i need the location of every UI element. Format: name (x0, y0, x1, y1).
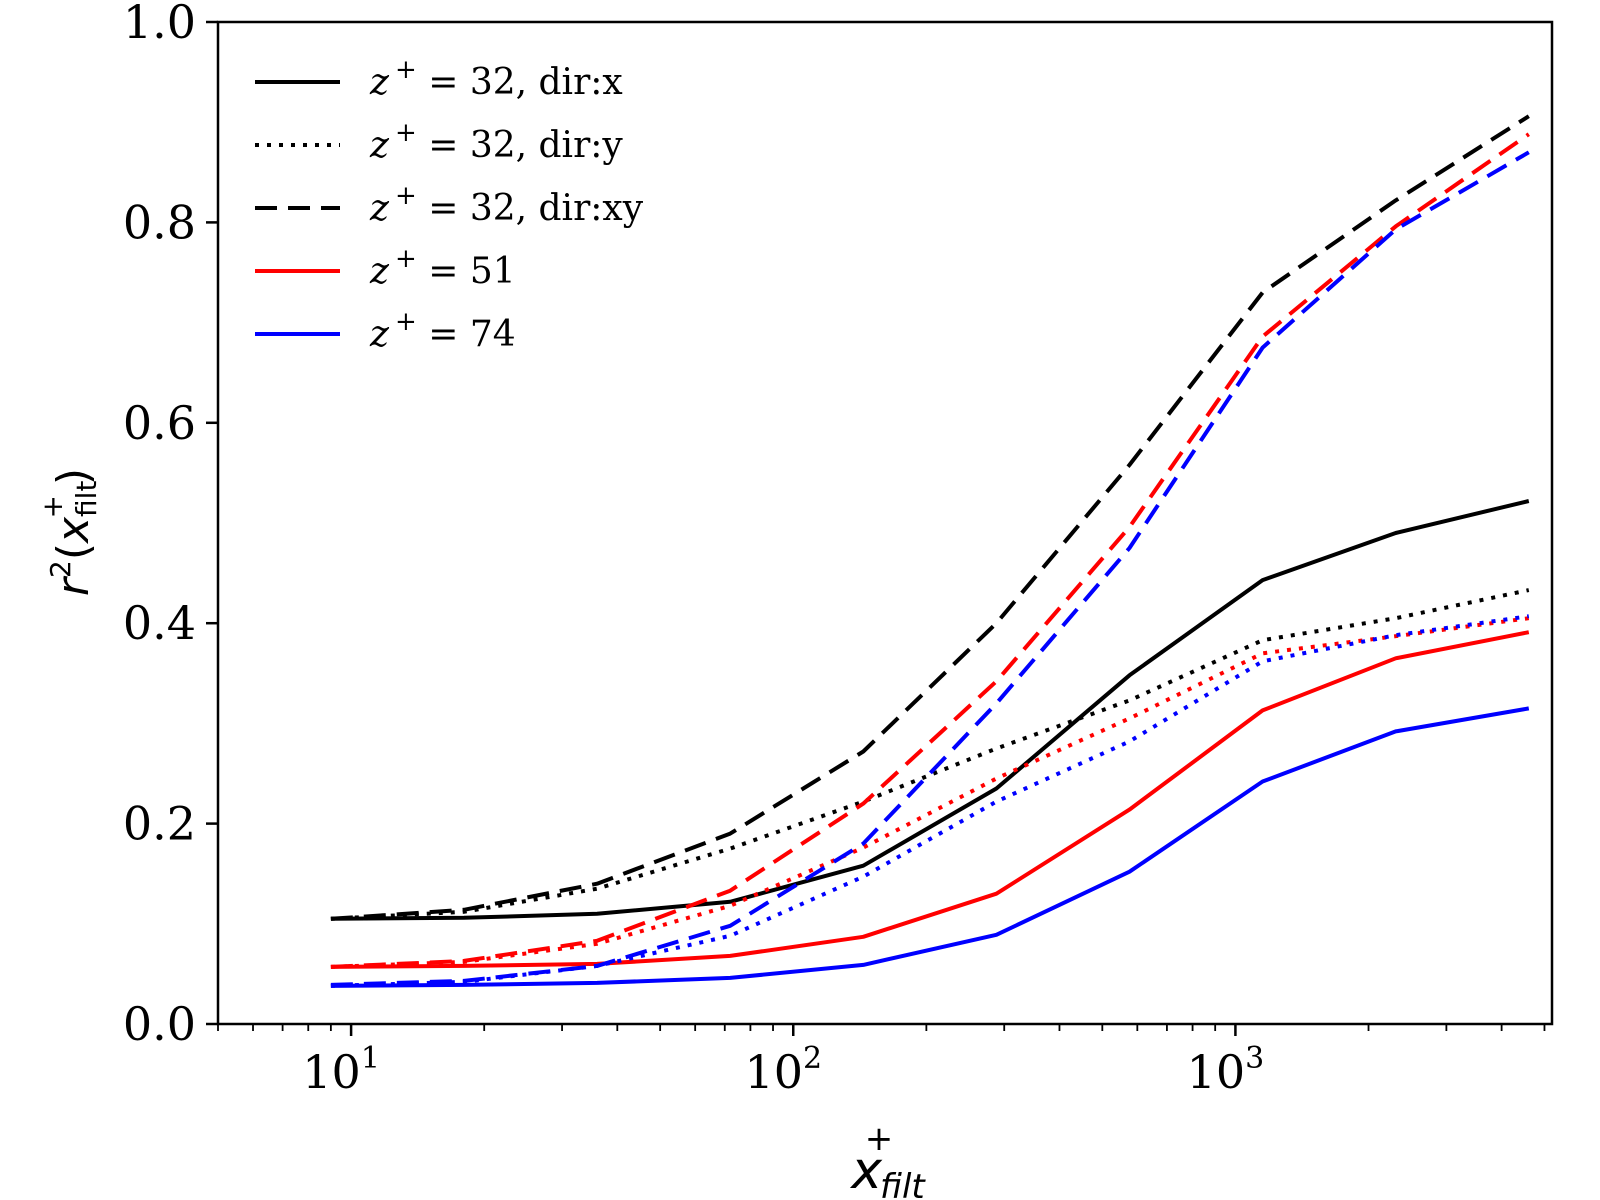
x-tick-label: 102 (744, 1041, 822, 1099)
series-line-7 (330, 706, 1530, 988)
x-axis-label: xfilt + (849, 1119, 926, 1200)
legend: z + = 32, dir:xz + = 32, dir:yz + = 32, dir… (255, 55, 644, 355)
legend-label-text: = 32, dir:x (417, 62, 623, 103)
legend-label-var: z (369, 188, 390, 229)
y-tick-label: 1.0 (123, 0, 196, 49)
series-line-5 (330, 616, 1530, 969)
plot-frame (216, 20, 1554, 1026)
y-axis-label-sup: 2 (44, 560, 77, 578)
y-tick-label: 0.2 (123, 797, 196, 851)
legend-label-1: z + = 32, dir:x (369, 55, 623, 103)
y-axis-label: r2(xfilt+) (36, 468, 103, 596)
legend-label-sup: + (395, 118, 417, 148)
legend-label-sup: + (395, 244, 417, 274)
legend-label-var: z (369, 314, 390, 355)
legend-label-sup: + (395, 55, 417, 85)
x-axis-label-sup: + (865, 1119, 894, 1159)
x-tick-exponent: 3 (1245, 1041, 1264, 1076)
series-line-1 (330, 499, 1530, 921)
x-tick-label: 103 (1187, 1041, 1265, 1099)
y-axis-label-base: r (48, 575, 99, 596)
x-tick-exponent: 2 (803, 1041, 822, 1076)
x-axis-label-sub: filt (880, 1167, 926, 1200)
legend-label-text: = 51 (417, 251, 516, 292)
y-axis-label-close: ) (48, 468, 99, 485)
legend-label-3: z + = 32, dir:xy (369, 181, 644, 229)
series-line-4 (330, 630, 1530, 969)
series-layer (330, 114, 1530, 988)
legend-label-4: z + = 51 (369, 244, 516, 292)
legend-label-var: z (369, 251, 390, 292)
legend-label-text: = 32, dir:xy (417, 188, 644, 229)
x-tick-label: 101 (302, 1041, 380, 1099)
series-line-8 (330, 614, 1530, 988)
y-axis-label-var-sup: + (36, 495, 69, 518)
y-tick-label: 0.4 (123, 596, 196, 650)
legend-label-var: z (369, 125, 390, 166)
y-axis-label-var: x (48, 516, 99, 545)
x-tick-exponent: 1 (361, 1041, 380, 1076)
x-tick-base: 10 (302, 1045, 361, 1099)
series-line-3 (330, 114, 1530, 921)
legend-label-sup: + (395, 181, 417, 211)
x-axis-label-base: x (849, 1141, 883, 1200)
legend-label-text: = 74 (417, 314, 516, 355)
y-axis-label-open: ( (48, 543, 99, 560)
y-axis-label-var-sub: filt (70, 481, 103, 517)
legend-label-7: z + = 74 (369, 307, 516, 355)
legend-label-text: = 32, dir:y (417, 125, 624, 166)
y-tick-label: 0.6 (123, 396, 196, 450)
legend-label-sup: + (395, 307, 417, 337)
legend-label-2: z + = 32, dir:y (369, 118, 623, 166)
x-tick-base: 10 (744, 1045, 803, 1099)
series-line-2 (330, 588, 1530, 921)
y-tick-label: 0.0 (123, 997, 196, 1051)
legend-label-var: z (369, 62, 390, 103)
series-line-9 (330, 150, 1530, 987)
y-tick-label: 0.8 (123, 195, 196, 249)
series-line-6 (330, 132, 1530, 969)
x-tick-base: 10 (1187, 1045, 1246, 1099)
